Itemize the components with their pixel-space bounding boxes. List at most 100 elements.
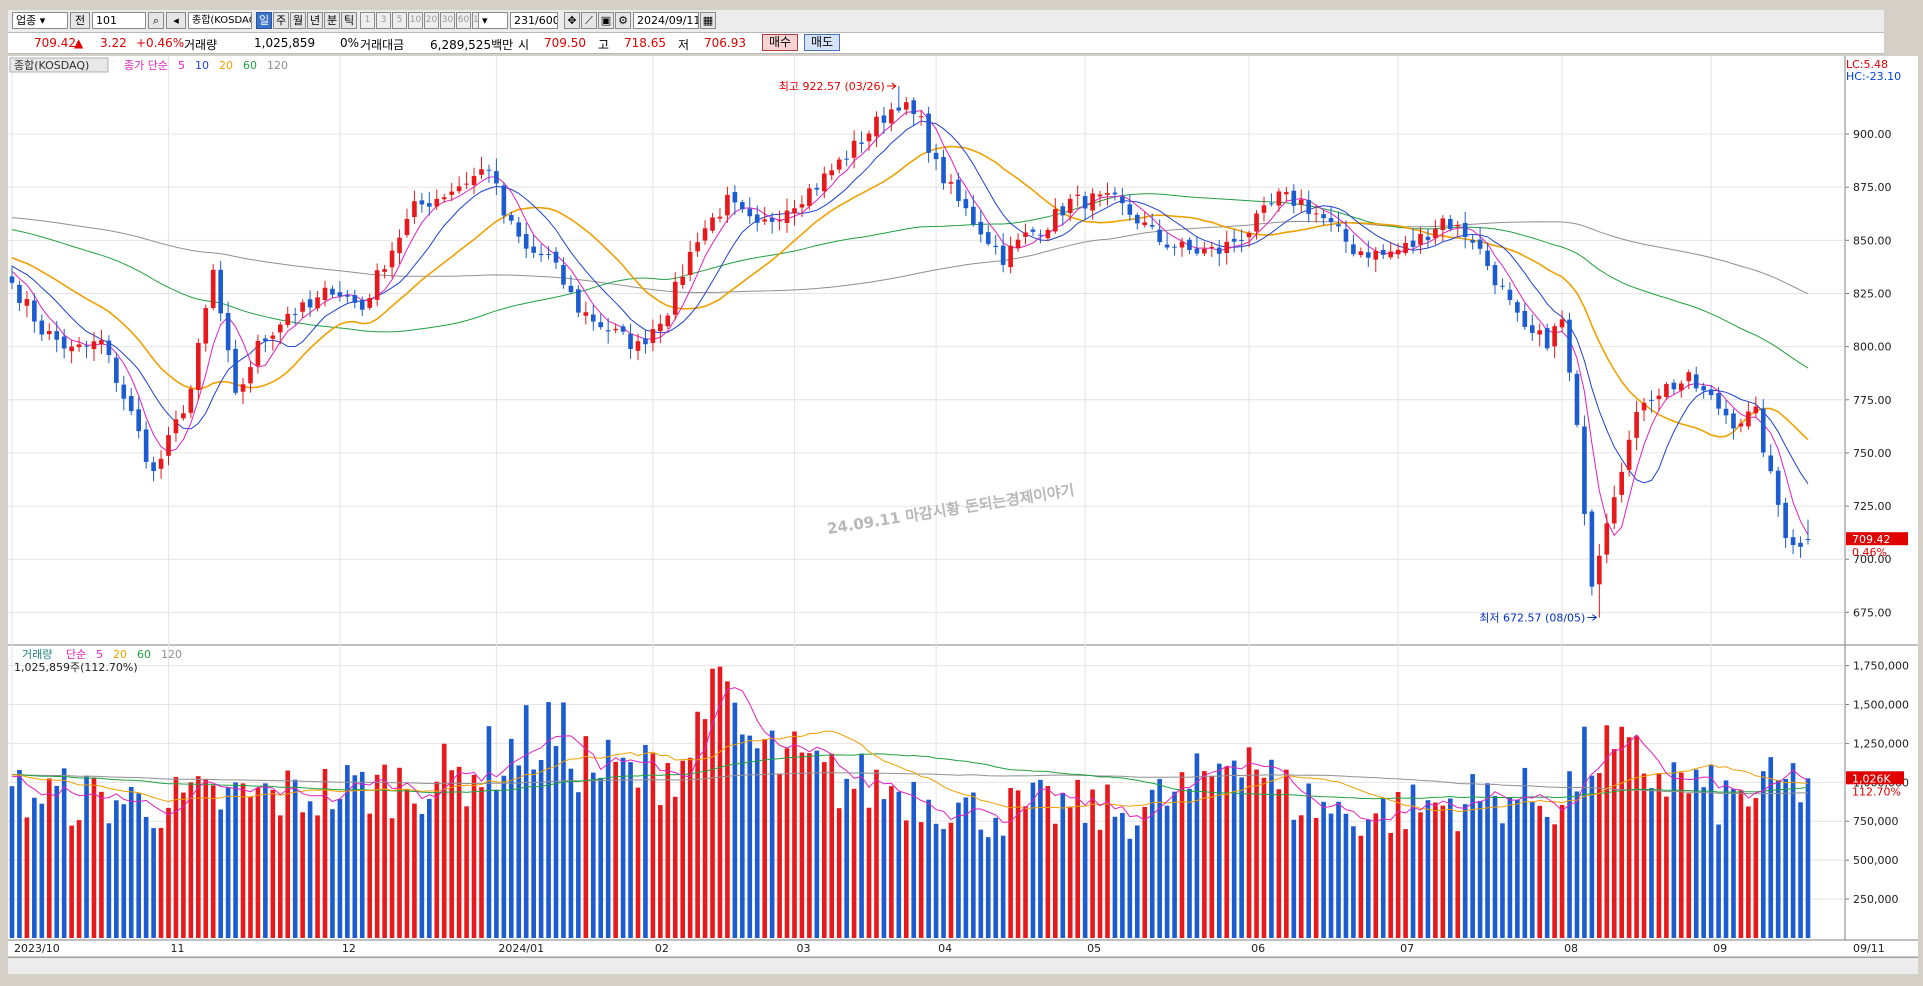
calendar-icon[interactable]: ▦ [700,12,716,29]
gear-icon[interactable]: ⚙ [615,12,631,29]
scroll-bar[interactable] [8,957,1918,974]
volume-bar [76,820,82,938]
extra-select[interactable]: ▾ [478,12,508,29]
candle-body [374,270,380,300]
vol-ma20-line [11,730,1809,813]
interval-button-5[interactable]: 5 [392,12,407,29]
interval-button-60[interactable]: 60 [456,12,471,29]
candle-body [441,197,447,200]
candle-body [1097,194,1103,197]
price-tick-label: 700.00 [1853,553,1892,566]
candle-body [710,217,715,231]
quote-bar: 709.42 ▲ 3.22 +0.46% 거래량 1,025,859 0% 거래… [8,33,1884,54]
volume-bar [1455,831,1461,938]
candle-body [538,253,544,256]
vol-ma120-line [12,772,1808,795]
volume-bar [1187,788,1192,938]
candle-body [814,187,820,190]
candle-body [225,312,231,351]
period-tab-3[interactable]: 년 [307,12,323,29]
candle-body [39,320,45,335]
volume-legend-prefix: 단순 [66,648,86,661]
volume-bar [1366,819,1371,938]
line-tool-icon[interactable]: ⟋ [581,12,597,29]
volume-bar [389,818,395,938]
volume-bar [1306,783,1312,938]
candle-body [1231,238,1237,242]
candle-body [1388,251,1393,258]
volume-bar [1619,726,1625,938]
interval-button-20[interactable]: 20 [424,12,439,29]
ma60-line [11,193,1809,369]
search-icon[interactable]: ⌕ [148,12,164,29]
volume-bar [1582,726,1587,938]
volume-bar [1157,779,1162,938]
volume-bar [240,783,246,938]
interval-button-3[interactable]: 3 [376,12,391,29]
date-tick-label: 05 [1087,942,1101,955]
save-icon[interactable]: ▣ [598,12,614,29]
crosshair-icon[interactable]: ✥ [564,12,580,29]
category-select[interactable]: 업종 ▾ [12,12,68,29]
candle-body [1395,249,1401,255]
volume-tick-label: 1,500,000 [1853,698,1909,711]
volume-bar [1038,779,1043,938]
candle-body [1455,224,1461,227]
candle-body [821,173,827,192]
volume-bar [1179,772,1185,938]
candle-body [1202,248,1207,254]
code-input[interactable]: 101 [92,12,146,29]
date-field[interactable]: 2024/09/11 [633,12,699,29]
change-arrow: ▲ [74,36,84,50]
volume-pct-label: 112.70% [1852,785,1901,798]
candle-body [61,336,67,349]
candle-body [84,345,89,347]
period-tab-0[interactable]: 일 [256,12,272,29]
interval-button-1[interactable]: 1 [360,12,375,29]
date-tick-label: 06 [1251,942,1265,955]
vol-ma60-line [12,753,1809,800]
candle-body [1582,426,1587,514]
volume-bar [1425,800,1431,938]
volume-bar [427,798,432,938]
speaker-icon[interactable]: ◂ [166,12,186,29]
volume-bar [576,792,581,938]
price-legend-ma-60: 60 [243,59,257,72]
candle-body [993,245,999,248]
period-tab-2[interactable]: 월 [290,12,306,29]
interval-button-10[interactable]: 10 [408,12,423,29]
candle-body [1336,224,1341,227]
prefix-button[interactable]: 전 [70,12,90,29]
volume-bar [1261,777,1267,938]
volume-bar [732,702,738,938]
period-tab-5[interactable]: 틱 [341,12,357,29]
candle-body [1790,537,1796,546]
candle-body [136,409,141,432]
buy-button[interactable]: 매수 [762,34,799,51]
volume-bar [188,782,194,938]
price-tick-label: 750.00 [1853,447,1892,460]
volume-current-label: 1,025,859주(112.70%) [14,661,138,674]
candle-body [449,191,454,195]
sell-button[interactable]: 매도 [804,34,841,51]
volume-bar [1492,795,1498,938]
period-tab-1[interactable]: 주 [273,12,289,29]
candle-body [1038,234,1043,236]
ma5-line [11,109,1809,537]
candle-body [464,183,469,185]
candle-body [307,299,313,308]
price-legend-ma-20: 20 [219,59,233,72]
volume-bar [486,726,492,938]
candle-body [635,341,641,351]
volume-bar [285,770,291,938]
volume-bar [397,767,402,938]
volume-bar [1433,802,1438,938]
candle-body [1254,213,1259,232]
axis-layer: 675.00 700.00 725.00 750.00 775.00 800.00 825.… [14,128,1909,955]
volume-bar [1626,737,1632,938]
hc-label: HC:-23.10 [1846,70,1901,83]
interval-button-30[interactable]: 30 [440,12,455,29]
volume-bar [993,817,999,938]
period-tab-4[interactable]: 분 [324,12,340,29]
